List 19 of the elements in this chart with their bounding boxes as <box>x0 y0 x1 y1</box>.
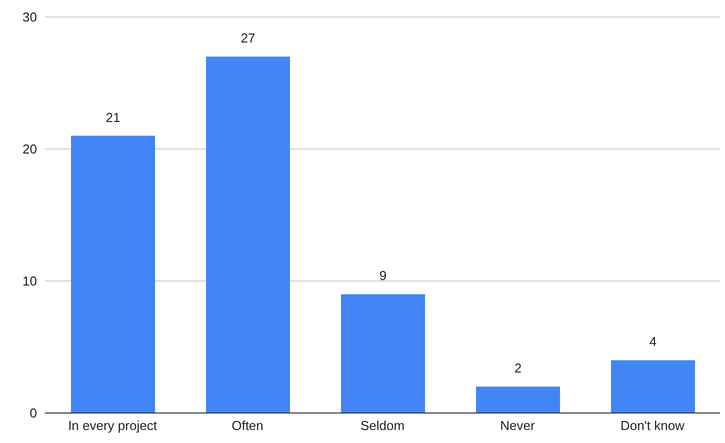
y-tick-label: 0 <box>30 406 37 421</box>
bar <box>476 386 560 413</box>
x-tick-label: Seldom <box>360 418 405 434</box>
x-tick-label: Never <box>500 418 536 434</box>
data-label: 27 <box>240 30 256 46</box>
data-label: 21 <box>106 110 120 125</box>
data-label: 9 <box>379 268 387 284</box>
y-tick-label: 20 <box>22 142 37 157</box>
bar <box>341 294 425 413</box>
x-tick-label: Don't know <box>620 418 686 434</box>
x-tick-label: Often <box>232 418 264 434</box>
data-label: 2 <box>514 360 522 376</box>
y-tick-label: 10 <box>22 274 37 289</box>
bar <box>71 136 155 413</box>
y-tick-label: 30 <box>22 10 37 25</box>
x-tick-label: In every project <box>68 418 158 434</box>
bar <box>611 360 695 413</box>
bar <box>206 56 290 413</box>
data-label: 4 <box>649 334 657 350</box>
